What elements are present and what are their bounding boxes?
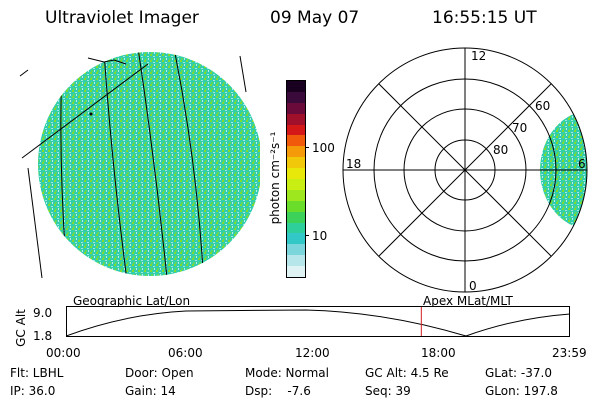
polar-plot: 12 0 18 6 60 70 80	[342, 47, 588, 293]
lat-label-60: 60	[535, 99, 550, 113]
info-filter: Flt: LBHL	[10, 366, 64, 380]
colorbar-segment	[287, 189, 305, 201]
altitude-curve	[66, 309, 570, 337]
timeline-xtick-1800: 18:00	[421, 346, 456, 360]
info-glat: GLat: -37.0	[485, 366, 552, 380]
lat-label-80: 80	[493, 143, 508, 157]
colorbar-segment	[287, 244, 305, 256]
info-seq: Seq: 39	[365, 384, 411, 398]
colorbar-segment	[287, 81, 305, 92]
timeline-xtick-0000: 00:00	[46, 346, 81, 360]
altitude-timeline	[66, 306, 570, 337]
colorbar-segment	[287, 233, 305, 245]
colorbar-tick-10: 10	[312, 229, 328, 243]
mlt-label-18: 18	[346, 157, 361, 171]
colorbar-segment	[287, 200, 305, 212]
colorbar-segment	[287, 255, 305, 267]
timeline-y-label: GC Alt	[13, 309, 28, 347]
polar-auroral-patch	[540, 110, 587, 230]
lat-label-70: 70	[512, 121, 527, 135]
timeline-ytick-9: 9.0	[33, 306, 53, 320]
info-gc-alt: GC Alt: 4.5 Re	[365, 366, 449, 380]
colorbar-tick-100: 100	[312, 141, 335, 155]
info-door: Door: Open	[125, 366, 194, 380]
info-dsp: Dsp: -7.6	[245, 384, 311, 398]
colorbar	[286, 80, 306, 278]
colorbar-segment	[287, 266, 305, 278]
timeline-xtick-0600: 06:00	[168, 346, 203, 360]
timeline-xtick-1200: 12:00	[295, 346, 330, 360]
colorbar-unit-label: photon cm⁻²s⁻¹	[268, 131, 282, 225]
geographic-image	[19, 52, 260, 279]
colorbar-segment	[287, 146, 305, 158]
colorbar-segment	[287, 168, 305, 180]
timeline-ytick-1.8: 1.8	[33, 329, 53, 343]
info-ip: IP: 36.0	[10, 384, 56, 398]
colorbar-segment	[287, 222, 305, 234]
colorbar-segment	[287, 179, 305, 190]
colorbar-segment	[287, 135, 305, 147]
timeline-left-caption: Geographic Lat/Lon	[73, 294, 191, 308]
date-label: 09 May 07	[270, 8, 360, 28]
colorbar-segment	[287, 113, 305, 125]
info-mode: Mode: Normal	[245, 366, 329, 380]
colorbar-segment	[287, 124, 305, 136]
timeline-xtick-2359: 23:59	[552, 346, 587, 360]
info-glon: GLon: 197.8	[485, 384, 558, 398]
colorbar-segment	[287, 157, 305, 169]
earth-disk	[38, 52, 260, 276]
mlt-label-12: 12	[471, 49, 486, 63]
colorbar-segment	[287, 91, 305, 103]
colorbar-segment	[287, 102, 305, 114]
colorbar-segment	[287, 211, 305, 223]
info-gain: Gain: 14	[125, 384, 176, 398]
mlt-label-0: 0	[469, 279, 477, 293]
timeline-right-caption: Apex MLat/MLT	[423, 294, 513, 308]
instrument-title: Ultraviolet Imager	[45, 8, 199, 28]
time-label: 16:55:15 UT	[432, 8, 537, 28]
mlt-label-6: 6	[578, 157, 586, 171]
